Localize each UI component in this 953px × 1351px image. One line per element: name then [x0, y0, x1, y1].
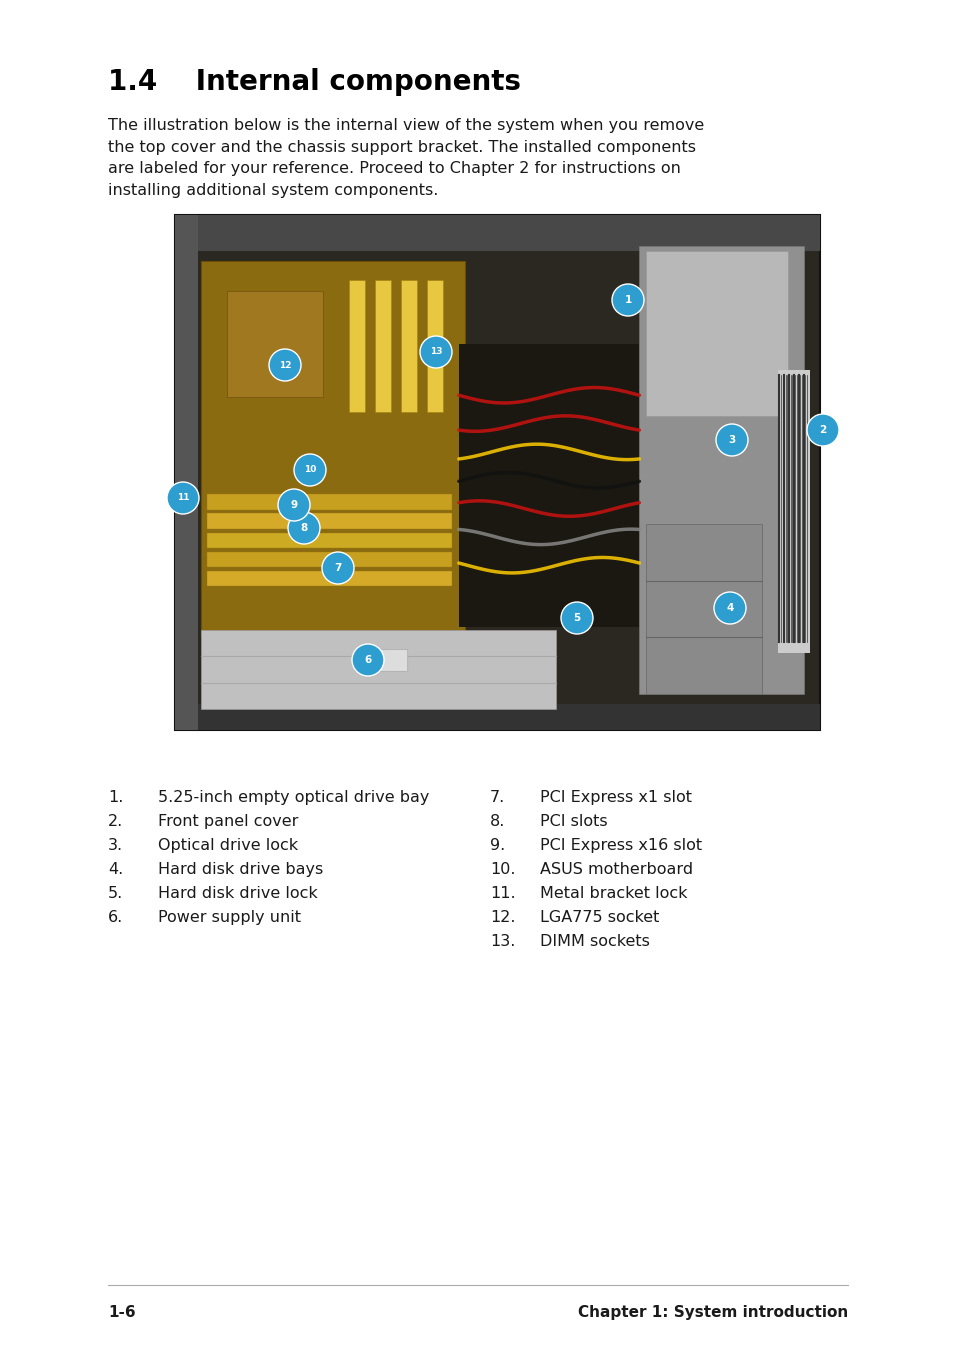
Bar	[174, 215, 197, 730]
Text: LGA775 socket: LGA775 socket	[539, 911, 659, 925]
Text: The illustration below is the internal view of the system when you remove
the to: The illustration below is the internal v…	[108, 118, 703, 197]
Text: Hard disk drive bays: Hard disk drive bays	[158, 862, 323, 877]
Bar	[645, 524, 761, 694]
Text: 1.4    Internal components: 1.4 Internal components	[108, 68, 520, 96]
Text: 2: 2	[819, 426, 825, 435]
Text: DIMM sockets: DIMM sockets	[539, 934, 649, 948]
Circle shape	[288, 512, 319, 544]
Text: Optical drive lock: Optical drive lock	[158, 838, 297, 852]
Text: PCI Express x1 slot: PCI Express x1 slot	[539, 790, 691, 805]
Bar	[778, 370, 809, 653]
Text: 1: 1	[623, 295, 631, 305]
Circle shape	[612, 284, 643, 316]
Bar	[207, 513, 452, 530]
Text: PCI Express x16 slot: PCI Express x16 slot	[539, 838, 701, 852]
Text: 9.: 9.	[490, 838, 505, 852]
Circle shape	[713, 592, 745, 624]
Bar	[227, 292, 323, 397]
Text: 12.: 12.	[490, 911, 515, 925]
Text: 3.: 3.	[108, 838, 123, 852]
Text: 1.: 1.	[108, 790, 123, 805]
Circle shape	[560, 603, 593, 634]
Text: 8.: 8.	[490, 815, 505, 830]
Bar	[207, 570, 452, 586]
Bar	[207, 551, 452, 567]
Circle shape	[806, 413, 838, 446]
Text: Front panel cover: Front panel cover	[158, 815, 298, 830]
Bar	[639, 246, 803, 694]
Text: Chapter 1: System introduction: Chapter 1: System introduction	[578, 1305, 847, 1320]
Text: 6: 6	[364, 655, 372, 665]
Text: Metal bracket lock: Metal bracket lock	[539, 886, 687, 901]
Bar	[174, 704, 820, 730]
Circle shape	[294, 454, 326, 486]
Bar	[200, 261, 465, 638]
Circle shape	[352, 644, 384, 676]
Text: 5: 5	[573, 613, 580, 623]
Bar	[375, 280, 391, 412]
Bar	[400, 280, 416, 412]
Text: 13.: 13.	[490, 934, 515, 948]
Circle shape	[167, 482, 199, 513]
Circle shape	[322, 553, 354, 584]
Text: 7.: 7.	[490, 790, 505, 805]
Text: 11: 11	[176, 493, 189, 503]
Text: Power supply unit: Power supply unit	[158, 911, 301, 925]
Text: 2.: 2.	[108, 815, 123, 830]
Circle shape	[277, 489, 310, 521]
Text: 5.25-inch empty optical drive bay: 5.25-inch empty optical drive bay	[158, 790, 429, 805]
Bar	[174, 215, 820, 730]
Circle shape	[269, 349, 301, 381]
Text: 10: 10	[303, 466, 315, 474]
Text: 6.: 6.	[108, 911, 123, 925]
Text: 12: 12	[278, 361, 291, 370]
Text: PCI slots: PCI slots	[539, 815, 607, 830]
Text: 11.: 11.	[490, 886, 515, 901]
Text: 3: 3	[727, 435, 735, 444]
Text: 9: 9	[290, 500, 297, 509]
Text: Hard disk drive lock: Hard disk drive lock	[158, 886, 317, 901]
FancyBboxPatch shape	[355, 650, 407, 671]
Bar	[207, 532, 452, 549]
Text: 5.: 5.	[108, 886, 123, 901]
Circle shape	[419, 336, 452, 367]
Text: 1-6: 1-6	[108, 1305, 135, 1320]
Bar	[645, 251, 787, 416]
Text: 4: 4	[725, 603, 733, 613]
Text: 8: 8	[300, 523, 307, 534]
Text: 10.: 10.	[490, 862, 515, 877]
Bar	[174, 215, 820, 251]
Bar	[200, 630, 555, 709]
Text: 4.: 4.	[108, 862, 123, 877]
Bar	[349, 280, 365, 412]
Bar	[458, 343, 639, 627]
Text: ASUS motherboard: ASUS motherboard	[539, 862, 693, 877]
Text: 13: 13	[429, 347, 442, 357]
Bar	[207, 494, 452, 509]
Circle shape	[716, 424, 747, 457]
Text: 7: 7	[334, 563, 341, 573]
Bar	[426, 280, 442, 412]
